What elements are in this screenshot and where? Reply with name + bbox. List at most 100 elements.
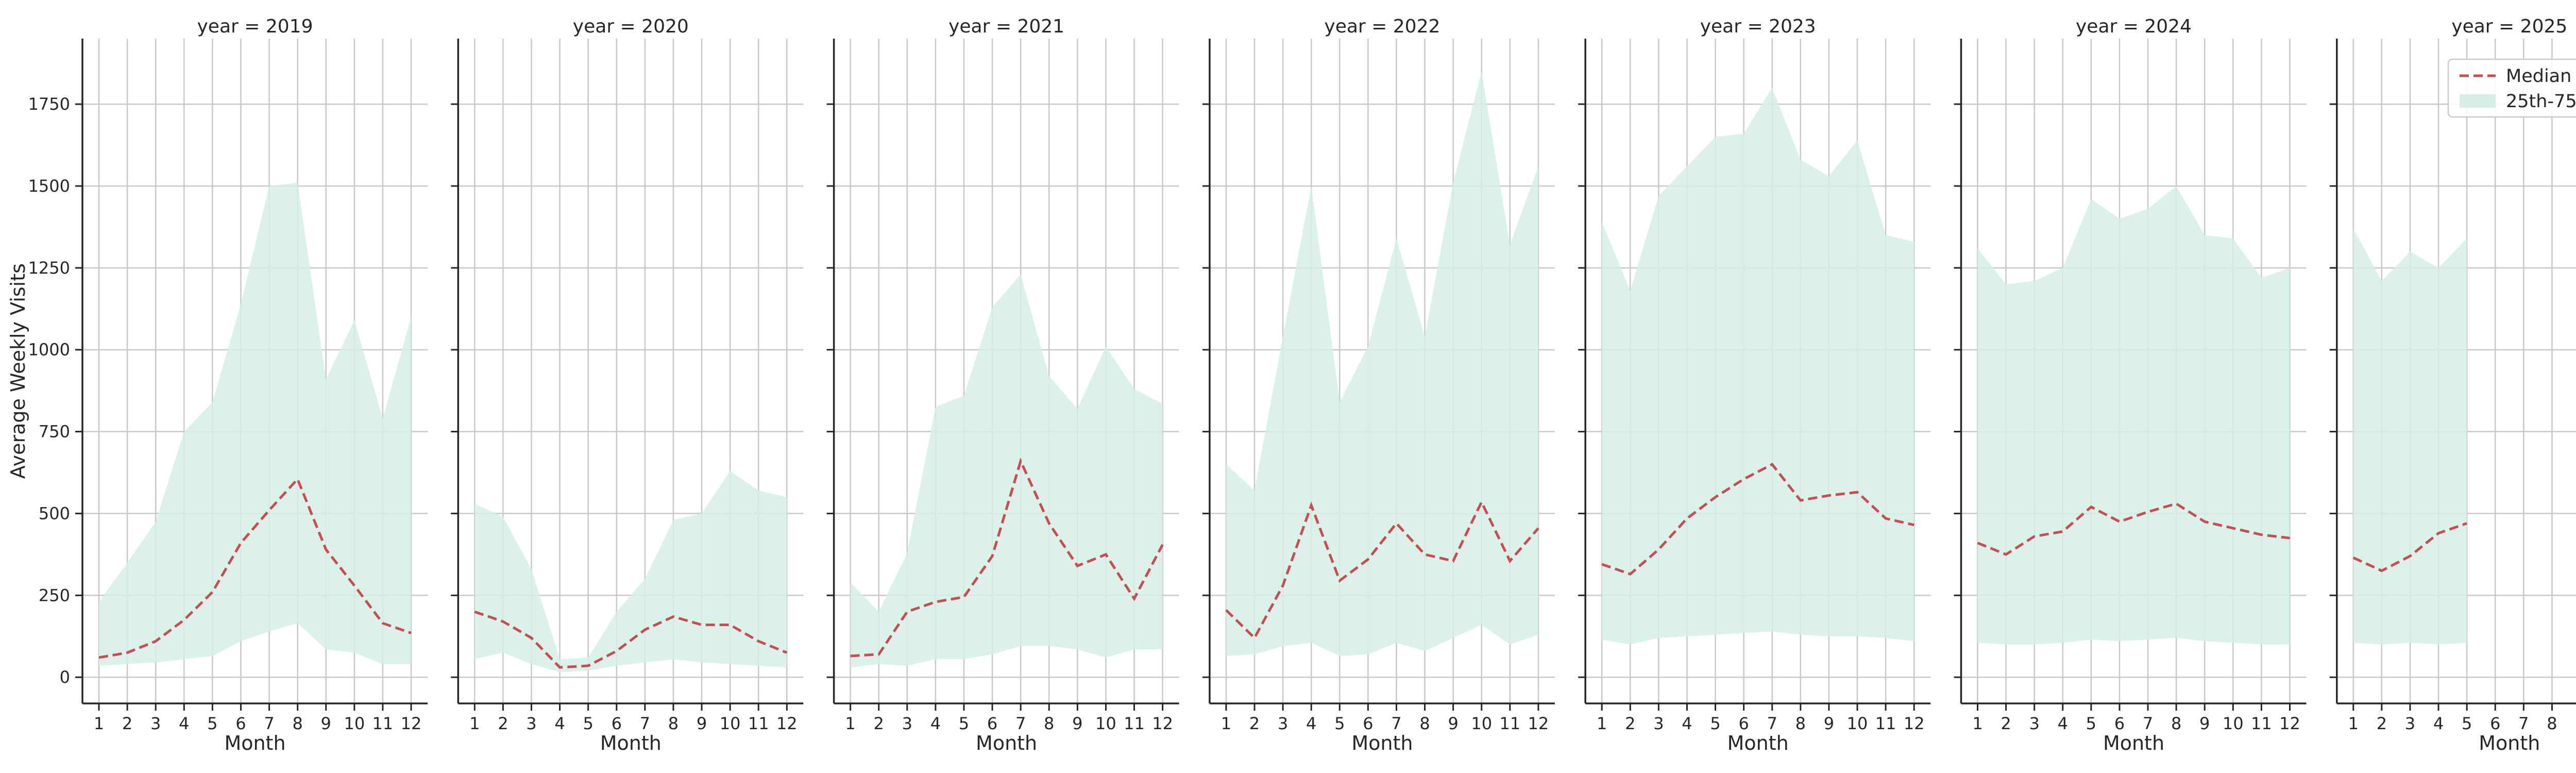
x-tick-label: 8 <box>1795 714 1806 733</box>
median-line <box>850 457 1164 658</box>
x-tick-label: 11 <box>748 714 769 733</box>
x-tick-label: 11 <box>1499 714 1520 733</box>
x-tick-label: 10 <box>720 714 741 733</box>
legend-band-swatch <box>2460 94 2496 108</box>
x-tick-label: 8 <box>2547 714 2557 733</box>
x-tick-label: 5 <box>2086 714 2096 733</box>
x-axis-label: Month <box>976 732 1037 754</box>
percentile-band <box>1977 186 2290 645</box>
x-tick-label: 9 <box>321 714 331 733</box>
x-tick-label: 7 <box>264 714 274 733</box>
x-tick-label: 6 <box>235 714 246 733</box>
x-tick-label: 4 <box>2058 714 2068 733</box>
x-tick-label: 7 <box>2143 714 2153 733</box>
x-tick-label: 7 <box>2518 714 2529 733</box>
x-tick-label: 2 <box>2001 714 2011 733</box>
legend-median-label: Median <box>2506 66 2571 87</box>
panel-title: year = 2022 <box>1324 16 1440 37</box>
x-tick-label: 6 <box>2490 714 2500 733</box>
y-tick-label: 750 <box>39 422 70 442</box>
x-tick-label: 5 <box>207 714 217 733</box>
y-tick-label: 1000 <box>28 340 70 360</box>
x-axis-label: Month <box>224 732 285 754</box>
legend-band-label: 25th-75th Percentile <box>2506 91 2576 112</box>
x-tick-label: 2 <box>1625 714 1635 733</box>
x-axis-label: Month <box>1727 732 1789 754</box>
x-tick-label: 12 <box>776 714 798 733</box>
x-tick-label: 5 <box>959 714 969 733</box>
x-tick-label: 6 <box>1363 714 1373 733</box>
x-tick-label: 3 <box>2029 714 2040 733</box>
x-tick-label: 9 <box>1448 714 1458 733</box>
x-tick-label: 5 <box>1334 714 1345 733</box>
x-tick-label: 3 <box>1653 714 1664 733</box>
panel-title: year = 2020 <box>573 16 689 37</box>
x-tick-label: 2 <box>874 714 884 733</box>
x-tick-label: 6 <box>987 714 997 733</box>
x-tick-label: 4 <box>930 714 941 733</box>
median-line <box>1225 499 1539 641</box>
x-tick-label: 2 <box>498 714 508 733</box>
x-tick-label: 1 <box>1221 714 1231 733</box>
x-tick-label: 1 <box>1972 714 1982 733</box>
y-tick-label: 1500 <box>28 176 70 196</box>
x-tick-label: 12 <box>401 714 422 733</box>
x-tick-label: 2 <box>1249 714 1260 733</box>
x-tick-label: 3 <box>1278 714 1288 733</box>
x-tick-label: 3 <box>902 714 912 733</box>
x-tick-label: 11 <box>372 714 394 733</box>
x-tick-label: 9 <box>1824 714 1834 733</box>
x-tick-label: 2 <box>2377 714 2387 733</box>
x-tick-label: 7 <box>1767 714 1777 733</box>
panel-title: year = 2023 <box>1700 16 1816 37</box>
legend: Median 25th-75th Percentile <box>2447 58 2576 118</box>
x-tick-label: 7 <box>640 714 650 733</box>
panel-title: year = 2019 <box>197 16 313 37</box>
x-tick-label: 11 <box>1875 714 1896 733</box>
panel-title: year = 2025 <box>2451 16 2567 37</box>
median-line <box>2352 522 2468 573</box>
percentile-band <box>474 470 787 673</box>
x-tick-label: 5 <box>583 714 593 733</box>
x-tick-label: 10 <box>1847 714 1868 733</box>
panel-title: year = 2021 <box>948 16 1064 37</box>
x-tick-label: 9 <box>2575 714 2576 733</box>
x-tick-label: 7 <box>1391 714 1401 733</box>
x-tick-label: 11 <box>1124 714 1145 733</box>
x-axis-label: Month <box>600 732 662 754</box>
x-tick-label: 11 <box>2251 714 2272 733</box>
x-tick-label: 6 <box>2114 714 2125 733</box>
x-tick-label: 4 <box>1306 714 1316 733</box>
y-tick-label: 0 <box>60 667 70 687</box>
x-tick-label: 12 <box>1152 714 1173 733</box>
x-tick-label: 2 <box>122 714 132 733</box>
x-tick-label: 9 <box>1072 714 1082 733</box>
x-tick-label: 9 <box>697 714 707 733</box>
x-tick-label: 8 <box>292 714 302 733</box>
x-tick-label: 8 <box>2171 714 2181 733</box>
y-tick-label: 250 <box>39 585 70 605</box>
percentile-band <box>1602 88 1914 645</box>
x-tick-label: 4 <box>1682 714 1692 733</box>
x-tick-label: 4 <box>554 714 565 733</box>
x-tick-label: 10 <box>1471 714 1492 733</box>
percentile-band <box>850 274 1163 668</box>
x-tick-label: 1 <box>2348 714 2359 733</box>
median-line <box>1601 462 1914 576</box>
x-tick-label: 1 <box>845 714 855 733</box>
x-tick-label: 3 <box>2405 714 2415 733</box>
x-tick-label: 6 <box>612 714 622 733</box>
x-tick-label: 6 <box>1738 714 1749 733</box>
x-tick-label: 3 <box>150 714 161 733</box>
x-tick-label: 1 <box>1597 714 1607 733</box>
x-tick-label: 8 <box>1044 714 1054 733</box>
x-tick-label: 4 <box>2433 714 2444 733</box>
